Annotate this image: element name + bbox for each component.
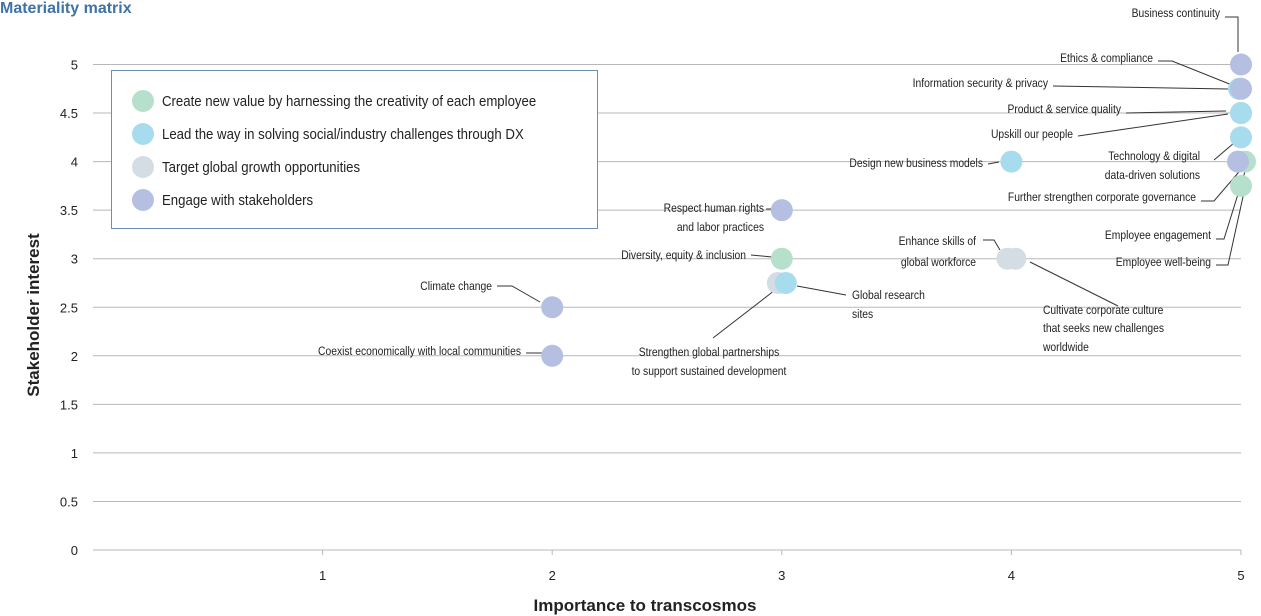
leader-line: [750, 254, 773, 258]
point-annotation: Enhance skills of: [899, 235, 977, 248]
legend-item-create-value: Create new value by harnessing the creat…: [132, 89, 587, 113]
point-annotation: Cultivate corporate culture: [1043, 304, 1163, 317]
data-point: Coexist economically with local communit…: [541, 344, 564, 367]
point-annotation: Design new business models: [849, 157, 983, 170]
x-axis-title: Importance to transcosmos: [534, 596, 757, 615]
y-tick-label: 2.5: [60, 300, 78, 315]
leader-line: [796, 285, 847, 296]
page-title: Materiality matrix: [0, 0, 132, 17]
point-annotation: Respect human rights: [664, 202, 765, 215]
point-annotation: to support sustained development: [632, 365, 788, 378]
point-annotation: Business continuity: [1132, 7, 1221, 20]
legend-item-stakeholders: Engage with stakeholders: [132, 188, 334, 212]
point-annotation: Diversity, equity & inclusion: [621, 249, 746, 262]
data-points: Business continuity Information security …: [541, 53, 1256, 367]
point-annotation: Ethics & compliance: [1060, 52, 1153, 65]
legend-label: Target global growth opportunities: [162, 158, 361, 176]
point-annotation: Employee well-being: [1116, 256, 1211, 269]
data-point: Design new business models: [1000, 150, 1023, 173]
y-tick-labels: 0 0.5 1 1.5 2 2.5 3 3.5 4 4.5 5: [60, 58, 78, 559]
point-annotation: Climate change: [420, 280, 492, 293]
point-annotation: data-driven solutions: [1105, 169, 1201, 182]
point-annotation: Coexist economically with local communit…: [318, 345, 521, 358]
data-point: Global research sites: [774, 271, 797, 294]
legend-label: Create new value by harnessing the creat…: [162, 92, 537, 110]
data-point: Employee well-being: [1230, 174, 1252, 197]
leader-line: [1216, 182, 1247, 266]
point-annotation: Product & service quality: [1007, 103, 1121, 116]
data-point: Upskill our people: [1230, 102, 1252, 125]
leader-line: [497, 285, 541, 303]
data-point: Business continuity: [1230, 53, 1252, 76]
point-annotation: worldwide: [1042, 341, 1089, 354]
legend-swatch-global-growth: [132, 156, 154, 178]
leader-line: [1216, 161, 1249, 240]
leader-lines: [497, 16, 1249, 354]
legend-swatch-create-value: [132, 90, 154, 112]
y-tick-label: 0.5: [60, 494, 78, 509]
point-annotation: global workforce: [901, 256, 976, 269]
y-tick-label: 4: [71, 155, 78, 170]
data-point: Further strengthen corporate governance: [1227, 150, 1249, 173]
leader-line: [1077, 113, 1229, 137]
x-tick-label: 2: [549, 568, 556, 583]
point-annotation: Employee engagement: [1105, 229, 1212, 242]
point-annotation: that seeks new challenges: [1043, 322, 1164, 335]
leader-line: [987, 161, 1000, 165]
x-tick-label: 1: [319, 568, 326, 583]
legend-swatch-dx: [132, 123, 154, 145]
data-point: Climate change: [541, 296, 564, 319]
leader-line: [1029, 261, 1119, 307]
point-annotation: sites: [852, 308, 874, 321]
data-point: Ethics & compliance: [1230, 77, 1252, 100]
point-annotation: Upskill our people: [991, 128, 1073, 141]
y-tick-label: 1: [71, 446, 78, 461]
x-tick-labels: 1 2 3 4 5: [319, 568, 1245, 583]
legend-item-global-growth: Target global growth opportunities: [132, 155, 387, 179]
data-point: Technology & digital data-driven solutio…: [1230, 126, 1252, 149]
leader-line: [983, 239, 1001, 251]
x-tick-label: 3: [778, 568, 785, 583]
y-tick-label: 5: [71, 58, 78, 73]
legend-label: Lead the way in solving social/industry …: [162, 125, 524, 143]
y-tick-label: 4.5: [60, 106, 78, 121]
data-point: Respect human rights and labor practices: [770, 199, 793, 222]
y-tick-label: 3.5: [60, 203, 78, 218]
leader-line: [712, 286, 780, 339]
y-tick-label: 3: [71, 252, 78, 267]
point-annotation: Information security & privacy: [913, 77, 1049, 90]
leader-line: [1052, 85, 1229, 90]
legend-swatch-stakeholders: [132, 189, 154, 211]
leader-line: [1158, 60, 1233, 86]
leader-line: [1125, 110, 1227, 114]
point-annotation: and labor practices: [677, 221, 765, 234]
x-tick-label: 5: [1237, 568, 1244, 583]
y-axis-title: Stakeholder interest: [24, 233, 43, 397]
point-annotation: Further strengthen corporate governance: [1008, 191, 1196, 204]
y-tick-label: 1.5: [60, 397, 78, 412]
data-point: Cultivate corporate culture that seeks n…: [1004, 247, 1027, 270]
point-annotations: Business continuity Ethics & compliance In…: [318, 7, 1220, 378]
y-tick-label: 2: [71, 349, 78, 364]
leader-line: [1225, 16, 1239, 52]
x-tick-label: 4: [1008, 568, 1015, 583]
legend: Create new value by harnessing the creat…: [111, 70, 598, 229]
legend-label: Engage with stakeholders: [162, 191, 314, 209]
point-annotation: Global research: [852, 289, 925, 302]
point-annotation: Strengthen global partnerships: [639, 346, 780, 359]
y-tick-label: 0: [71, 543, 78, 558]
data-point: Diversity, equity & inclusion: [770, 247, 793, 270]
legend-item-dx: Lead the way in solving social/industry …: [132, 122, 573, 146]
point-annotation: Technology & digital: [1108, 150, 1200, 163]
